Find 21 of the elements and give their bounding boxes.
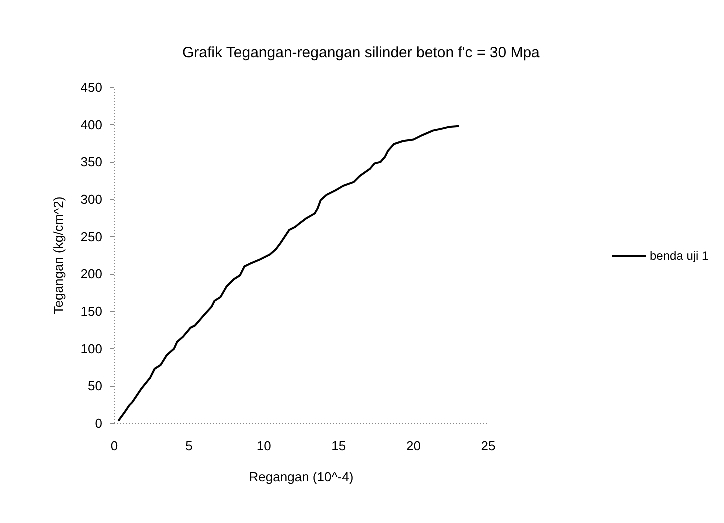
y-tick-label: 250 [80,229,103,244]
y-tick-label: 100 [80,341,103,356]
y-tick-label: 50 [88,378,103,394]
x-tick-label: 15 [332,438,346,454]
x-axis-title: Regangan (10^-4) [249,470,354,484]
x-tick-label: 20 [406,438,421,454]
y-tick-label: 300 [80,192,103,207]
y-tick-label: 150 [80,304,103,319]
y-axis-title: Tegangan (kg/cm^2) [50,196,66,314]
y-tick-label: 0 [95,416,103,431]
legend-label: benda uji 1 [650,249,709,263]
x-tick-label: 5 [186,438,193,454]
x-tick-label: 25 [481,438,496,454]
y-tick-label: 450 [80,80,103,95]
y-tick-label: 350 [80,154,103,170]
x-tick-label: 10 [256,438,272,454]
line-series [118,125,460,422]
y-tick-label: 200 [80,266,103,282]
x-tick-label: 0 [110,438,118,454]
y-tick-label: 400 [80,117,103,132]
chart-title: Grafik Tegangan-regangan silinder beton f'c = 30 Mpa [182,44,541,62]
